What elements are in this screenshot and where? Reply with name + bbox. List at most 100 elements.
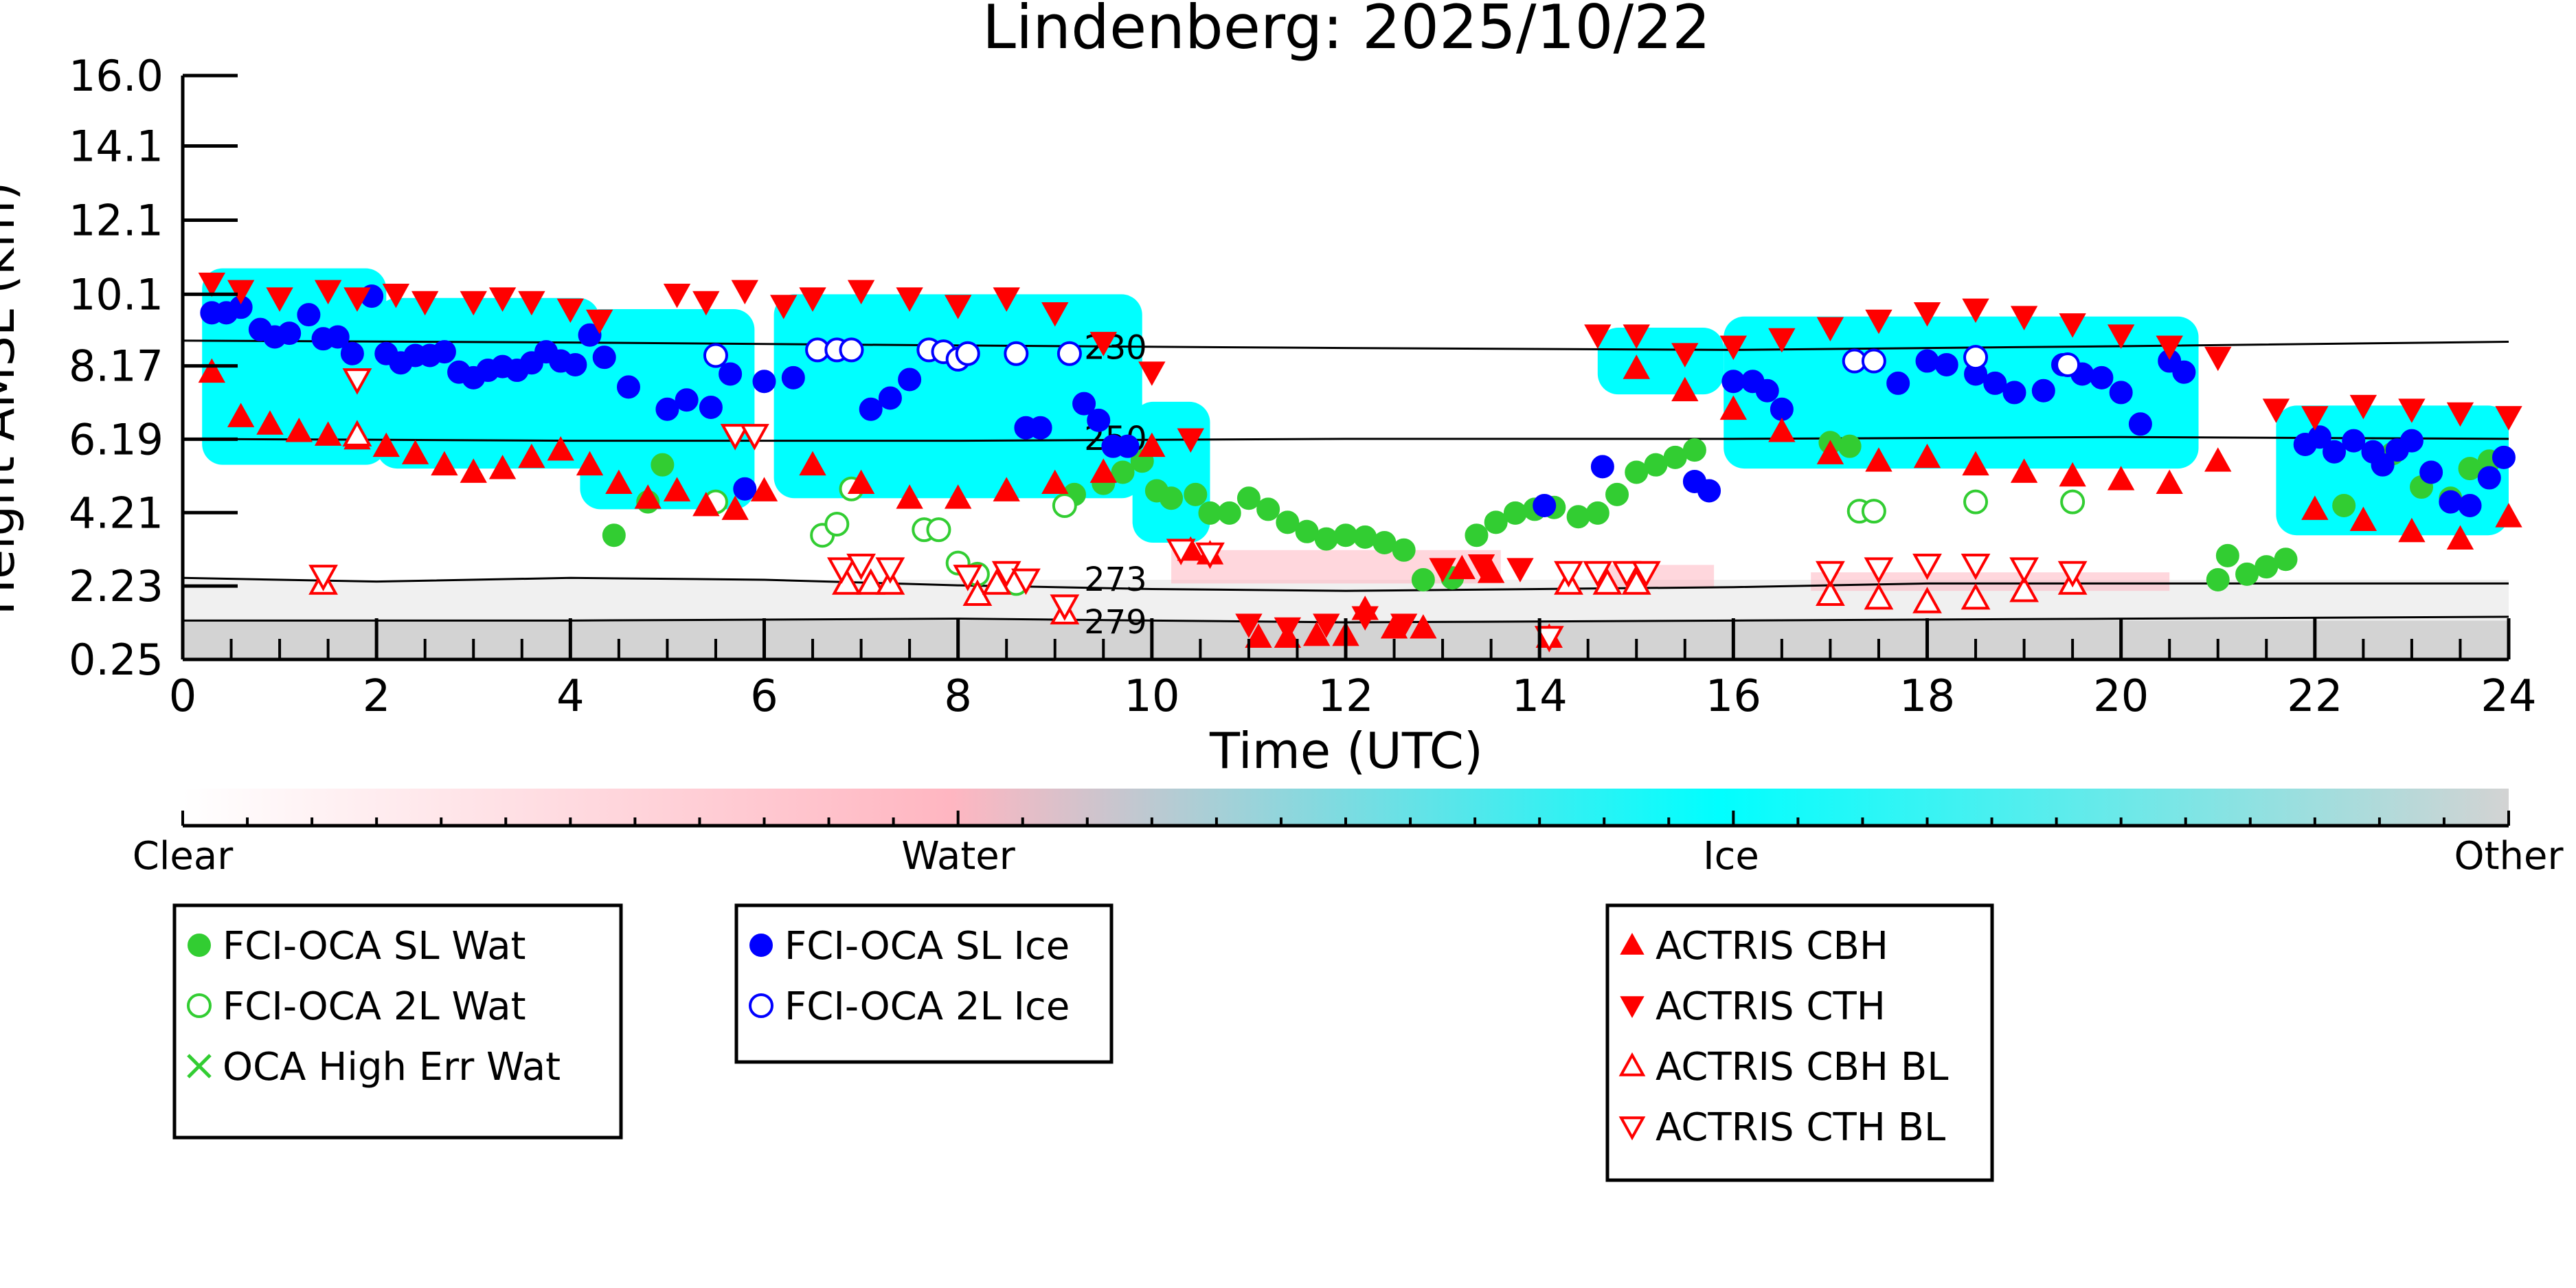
data-point xyxy=(2492,445,2516,469)
data-point xyxy=(1963,489,1989,515)
data-point xyxy=(1116,434,1140,458)
data-point xyxy=(1983,371,2007,395)
data-point xyxy=(2349,394,2377,420)
x-tick-label: 18 xyxy=(1899,671,1955,722)
data-point xyxy=(2274,547,2298,572)
legend-frame xyxy=(172,903,623,1140)
data-point xyxy=(1865,309,1893,335)
data-point xyxy=(1585,501,1609,525)
data-point xyxy=(1011,568,1041,596)
data-point xyxy=(227,403,255,427)
data-point xyxy=(1584,324,1612,349)
data-point xyxy=(847,280,875,305)
data-point xyxy=(2349,506,2377,532)
legend-label: ACTRIS CBH BL xyxy=(1656,1045,1948,1089)
data-point xyxy=(1816,579,1845,606)
data-point xyxy=(1138,432,1166,457)
data-point xyxy=(1865,447,1893,472)
data-point xyxy=(605,469,633,495)
data-point xyxy=(297,303,321,327)
x-tick-label: 0 xyxy=(169,671,197,722)
data-point xyxy=(1612,561,1642,588)
x-axis-label: Time (UTC) xyxy=(1209,722,1483,780)
data-point xyxy=(663,284,691,308)
data-point xyxy=(2301,406,2329,431)
data-point xyxy=(2107,324,2135,349)
data-point xyxy=(1768,328,1796,353)
data-point xyxy=(896,287,923,312)
legend-label: FCI-OCA SL Ice xyxy=(784,924,1070,969)
data-point xyxy=(2060,489,2086,515)
y-tick-label: 2.23 xyxy=(69,561,163,611)
data-point xyxy=(1057,341,1082,366)
data-point xyxy=(1961,553,1991,580)
data-point xyxy=(1052,493,1077,519)
data-point xyxy=(1721,370,1745,394)
data-point xyxy=(1861,348,1886,374)
data-point xyxy=(1313,613,1340,638)
data-point xyxy=(518,443,545,468)
data-point xyxy=(1314,527,1338,551)
data-point xyxy=(1467,554,1495,579)
data-point xyxy=(2342,429,2366,453)
data-point xyxy=(1334,523,1357,547)
legend-label: ACTRIS CTH BL xyxy=(1656,1105,1945,1150)
data-point xyxy=(634,484,662,509)
ice-cloud-region xyxy=(376,297,600,469)
legend-marker xyxy=(187,1054,212,1078)
data-point xyxy=(1138,361,1166,386)
data-point xyxy=(832,568,861,595)
data-point xyxy=(343,287,371,312)
data-point xyxy=(342,420,372,447)
legend-marker xyxy=(749,993,773,1018)
x-tick-label: 10 xyxy=(1124,671,1179,722)
data-point xyxy=(1465,523,1489,547)
legend-marker xyxy=(1620,932,1645,955)
data-point xyxy=(1583,561,1613,588)
data-point xyxy=(2255,555,2279,579)
data-point xyxy=(2495,503,2522,528)
data-point xyxy=(846,553,876,580)
data-point xyxy=(1623,324,1650,349)
data-point xyxy=(1198,501,1222,525)
data-point xyxy=(1770,397,1794,421)
data-point xyxy=(401,440,429,464)
legend-frame xyxy=(1605,903,1994,1182)
data-point xyxy=(770,295,798,319)
data-point xyxy=(1041,302,1069,327)
data-point xyxy=(563,352,587,376)
data-point xyxy=(1671,343,1699,368)
data-point xyxy=(1353,525,1377,549)
series-actris-cth-bl xyxy=(308,368,2088,653)
data-point xyxy=(1166,539,1196,565)
data-point xyxy=(1217,501,1241,525)
data-point xyxy=(752,370,776,394)
data-point xyxy=(460,291,487,316)
isotherm-label: 273 xyxy=(1084,561,1147,599)
data-point xyxy=(692,291,720,316)
data-point xyxy=(2128,412,2152,436)
data-point xyxy=(2332,494,2356,518)
data-point xyxy=(1184,482,1208,506)
data-point xyxy=(2301,495,2329,520)
data-point xyxy=(1245,623,1272,648)
x-tick-label: 22 xyxy=(2287,671,2342,722)
isotherm-label: 279 xyxy=(1084,603,1147,642)
data-point xyxy=(1089,458,1117,483)
data-point xyxy=(1755,379,1779,403)
data-point xyxy=(739,424,769,451)
data-point xyxy=(1719,335,1748,361)
data-point xyxy=(488,287,517,312)
data-point xyxy=(1816,561,1845,588)
legend-marker xyxy=(749,934,773,957)
data-point xyxy=(382,284,410,308)
data-point xyxy=(1682,438,1706,462)
data-point xyxy=(1111,460,1135,484)
legend-frame xyxy=(734,903,1114,1064)
data-point xyxy=(839,337,864,363)
data-point xyxy=(1861,499,1886,524)
y-tick-label: 6.19 xyxy=(69,414,163,464)
data-point xyxy=(2002,381,2026,405)
data-point xyxy=(411,291,439,316)
